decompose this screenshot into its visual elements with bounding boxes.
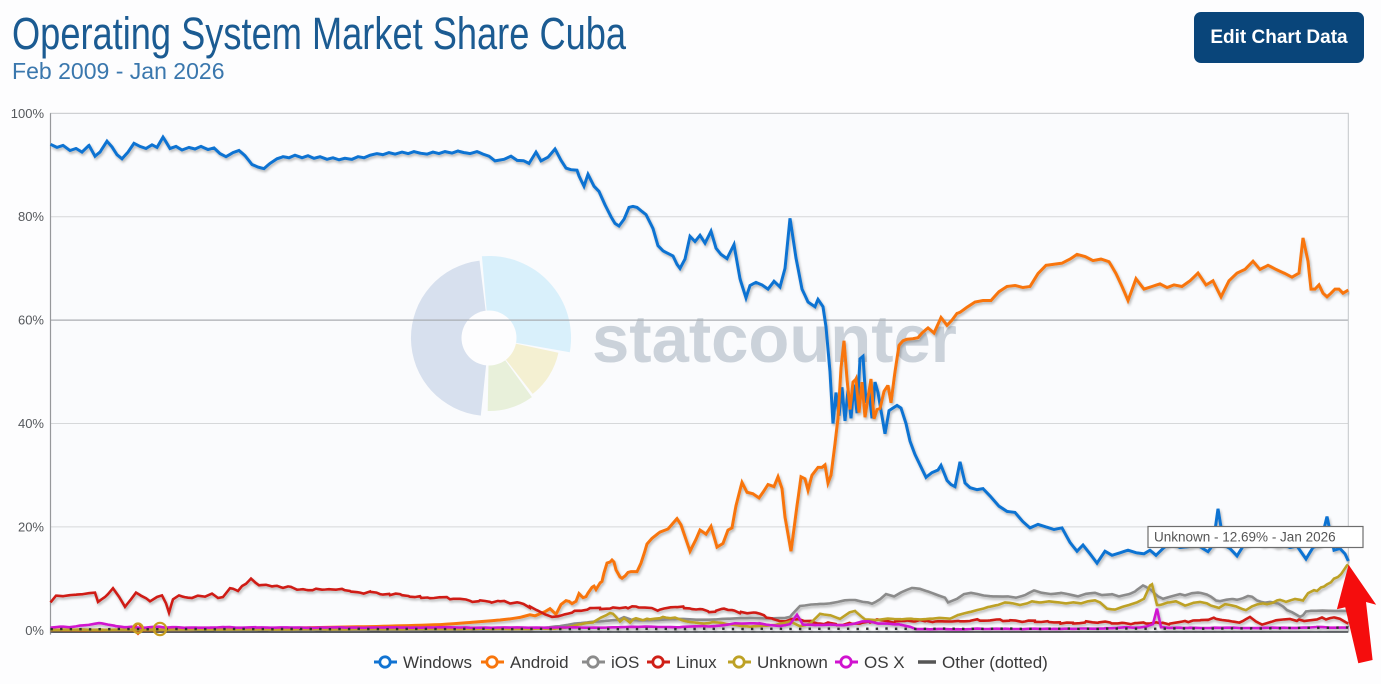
svg-text:100%: 100%	[11, 106, 45, 121]
svg-text:Windows: Windows	[403, 653, 472, 672]
svg-text:80%: 80%	[18, 209, 44, 224]
svg-text:statcounter: statcounter	[592, 302, 957, 377]
svg-text:0%: 0%	[25, 623, 44, 638]
svg-text:Unknown: Unknown	[757, 653, 828, 672]
svg-text:iOS: iOS	[611, 653, 639, 672]
svg-text:Android: Android	[510, 653, 569, 672]
svg-text:Other (dotted): Other (dotted)	[942, 653, 1048, 672]
svg-text:Unknown - 12.69% - Jan 2026: Unknown - 12.69% - Jan 2026	[1154, 530, 1336, 545]
svg-text:60%: 60%	[18, 313, 44, 328]
svg-text:20%: 20%	[18, 519, 44, 534]
svg-text:Linux: Linux	[676, 653, 717, 672]
svg-text:OS X: OS X	[864, 653, 905, 672]
svg-text:40%: 40%	[18, 416, 44, 431]
